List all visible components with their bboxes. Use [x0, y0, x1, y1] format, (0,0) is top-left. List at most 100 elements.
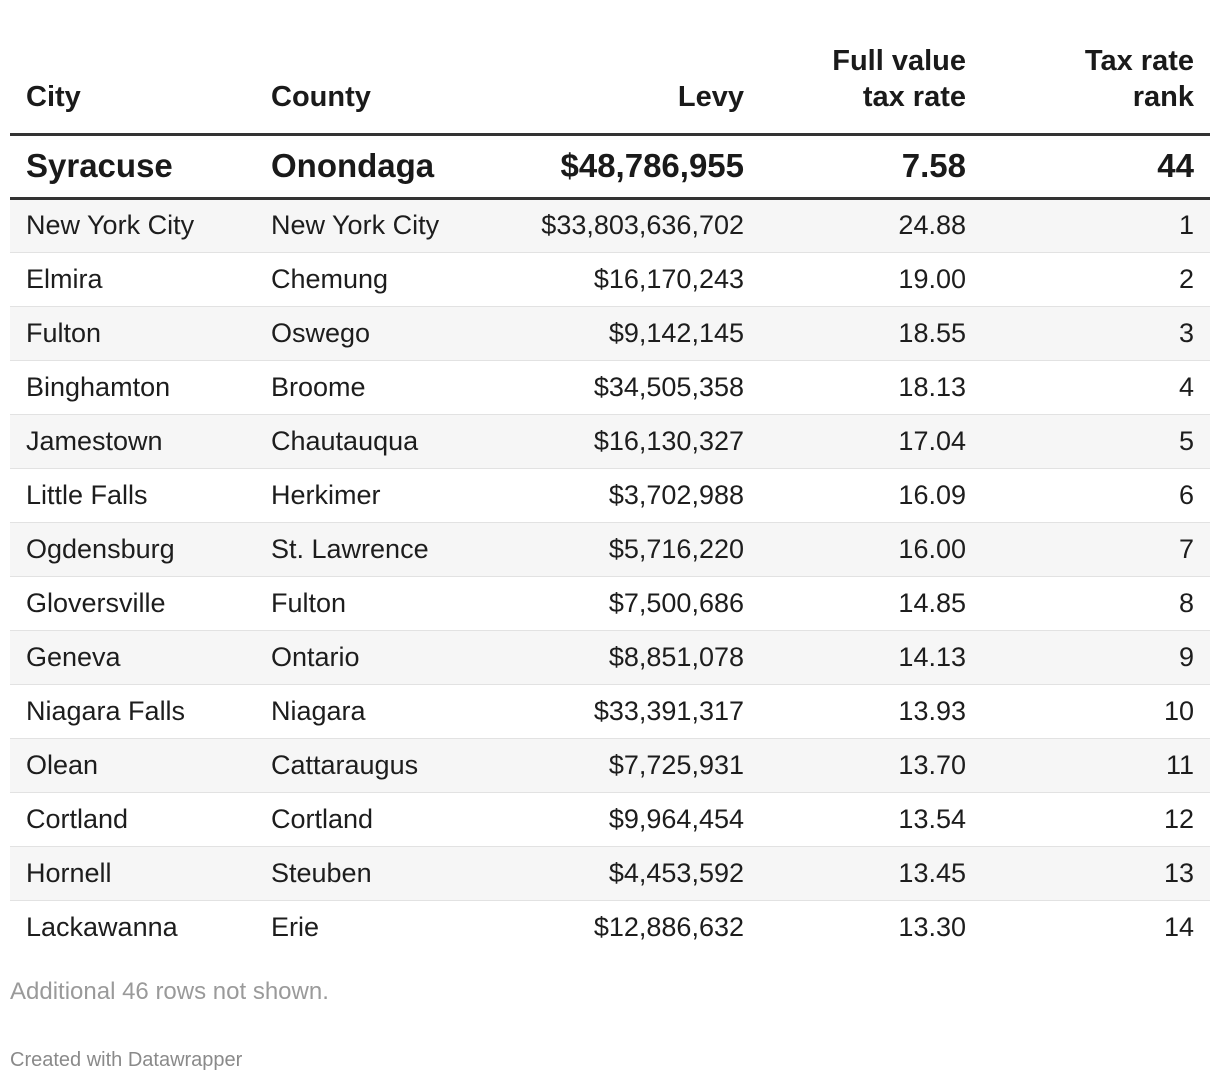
cell-rank: 3 [982, 306, 1210, 361]
cell-county: Herkimer [255, 468, 485, 523]
table-row: Jamestown Chautauqua $16,130,327 17.04 5 [10, 414, 1210, 469]
cell-levy: $9,142,145 [485, 306, 760, 361]
cell-rate: 16.00 [760, 522, 982, 577]
cell-city: Geneva [10, 630, 255, 685]
column-header-line: Levy [677, 80, 744, 113]
cell-rate: 16.09 [760, 468, 982, 523]
cell-rank: 6 [982, 468, 1210, 523]
cell-levy: $7,500,686 [485, 576, 760, 631]
cell-levy: $5,716,220 [485, 522, 760, 577]
cell-rank: 2 [982, 252, 1210, 307]
cell-rate: 18.13 [760, 360, 982, 415]
highlight-cell-rate: 7.58 [760, 134, 982, 200]
table-row: Lackawanna Erie $12,886,632 13.30 14 [10, 900, 1210, 954]
cell-rate: 13.54 [760, 792, 982, 847]
table-row: Ogdensburg St. Lawrence $5,716,220 16.00 7 [10, 522, 1210, 577]
cell-rank: 10 [982, 684, 1210, 739]
rows-not-shown-note: Additional 46 rows not shown. [10, 978, 329, 1005]
column-header-line: City [26, 80, 81, 113]
cell-levy: $9,964,454 [485, 792, 760, 847]
cell-county: Steuben [255, 846, 485, 901]
table-row: Geneva Ontario $8,851,078 14.13 9 [10, 630, 1210, 685]
column-header-line: rank [1132, 80, 1194, 113]
cell-county: Chautauqua [255, 414, 485, 469]
cell-city: Cortland [10, 792, 255, 847]
table-container: City County Levy Full value tax rate Tax rate… [10, 0, 1210, 954]
highlight-cell-rank: 44 [982, 134, 1210, 200]
table-row: Cortland Cortland $9,964,454 13.54 12 [10, 792, 1210, 847]
column-header-line: County [271, 80, 371, 113]
column-header-city: City [10, 0, 255, 136]
highlight-row: Syracuse Onondaga $48,786,955 7.58 44 [10, 134, 1210, 200]
cell-rate: 13.30 [760, 900, 982, 954]
cell-city: New York City [10, 198, 255, 253]
cell-levy: $12,886,632 [485, 900, 760, 954]
datawrapper-credit: Created with Datawrapper [10, 1049, 243, 1071]
cell-county: Fulton [255, 576, 485, 631]
cell-city: Lackawanna [10, 900, 255, 954]
cell-county: Erie [255, 900, 485, 954]
cell-rank: 12 [982, 792, 1210, 847]
table-row: Niagara Falls Niagara $33,391,317 13.93 10 [10, 684, 1210, 739]
cell-city: Little Falls [10, 468, 255, 523]
cell-county: Niagara [255, 684, 485, 739]
table-header: City County Levy Full value tax rate Tax rate… [10, 0, 1210, 136]
cell-rank: 8 [982, 576, 1210, 631]
cell-rank: 13 [982, 846, 1210, 901]
cell-county: Chemung [255, 252, 485, 307]
cell-city: Hornell [10, 846, 255, 901]
cell-rate: 17.04 [760, 414, 982, 469]
cell-levy: $7,725,931 [485, 738, 760, 793]
highlight-cell-levy: $48,786,955 [485, 134, 760, 200]
highlight-cell-county: Onondaga [255, 134, 485, 200]
cell-rank: 1 [982, 198, 1210, 253]
cell-city: Jamestown [10, 414, 255, 469]
table-row: Little Falls Herkimer $3,702,988 16.09 6 [10, 468, 1210, 523]
table-body: Syracuse Onondaga $48,786,955 7.58 44 New Yo… [10, 134, 1210, 954]
cell-county: St. Lawrence [255, 522, 485, 577]
cell-levy: $4,453,592 [485, 846, 760, 901]
cell-rank: 11 [982, 738, 1210, 793]
cell-rank: 14 [982, 900, 1210, 954]
cell-rate: 19.00 [760, 252, 982, 307]
cell-levy: $34,505,358 [485, 360, 760, 415]
cell-levy: $8,851,078 [485, 630, 760, 685]
cell-city: Gloversville [10, 576, 255, 631]
cell-city: Binghamton [10, 360, 255, 415]
cell-rank: 7 [982, 522, 1210, 577]
cell-levy: $3,702,988 [485, 468, 760, 523]
cell-rate: 14.13 [760, 630, 982, 685]
column-header-county: County [255, 0, 485, 136]
cell-city: Olean [10, 738, 255, 793]
table-row: Hornell Steuben $4,453,592 13.45 13 [10, 846, 1210, 901]
cell-levy: $16,170,243 [485, 252, 760, 307]
table-row: Olean Cattaraugus $7,725,931 13.70 11 [10, 738, 1210, 793]
column-header-line: Tax rate [1084, 44, 1194, 77]
table-row: Gloversville Fulton $7,500,686 14.85 8 [10, 576, 1210, 631]
cell-rank: 5 [982, 414, 1210, 469]
cell-county: New York City [255, 198, 485, 253]
column-header-line: Full value [832, 44, 966, 77]
cell-city: Niagara Falls [10, 684, 255, 739]
cell-county: Broome [255, 360, 485, 415]
cell-county: Cortland [255, 792, 485, 847]
cell-rank: 9 [982, 630, 1210, 685]
cell-county: Cattaraugus [255, 738, 485, 793]
column-header-rate: Full value tax rate [760, 0, 982, 136]
column-header-levy: Levy [485, 0, 760, 136]
cell-county: Ontario [255, 630, 485, 685]
cell-rate: 13.93 [760, 684, 982, 739]
cell-rank: 4 [982, 360, 1210, 415]
cell-city: Fulton [10, 306, 255, 361]
cell-levy: $33,391,317 [485, 684, 760, 739]
cell-county: Oswego [255, 306, 485, 361]
cell-city: Elmira [10, 252, 255, 307]
highlight-cell-city: Syracuse [10, 134, 255, 200]
cell-rate: 13.70 [760, 738, 982, 793]
cell-rate: 24.88 [760, 198, 982, 253]
cell-rate: 18.55 [760, 306, 982, 361]
cell-rate: 14.85 [760, 576, 982, 631]
cell-city: Ogdensburg [10, 522, 255, 577]
tax-rate-table: City County Levy Full value tax rate Tax rate… [10, 0, 1210, 954]
table-row: Fulton Oswego $9,142,145 18.55 3 [10, 306, 1210, 361]
